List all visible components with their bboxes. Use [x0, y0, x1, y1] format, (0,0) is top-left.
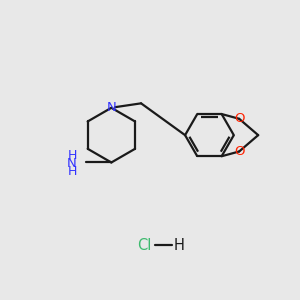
Text: N: N — [66, 158, 76, 170]
Text: Cl: Cl — [137, 238, 151, 253]
Text: H: H — [68, 166, 77, 178]
Text: H: H — [68, 148, 77, 162]
Text: N: N — [106, 101, 116, 114]
Text: O: O — [234, 112, 244, 125]
Text: O: O — [234, 145, 244, 158]
Text: H: H — [174, 238, 184, 253]
